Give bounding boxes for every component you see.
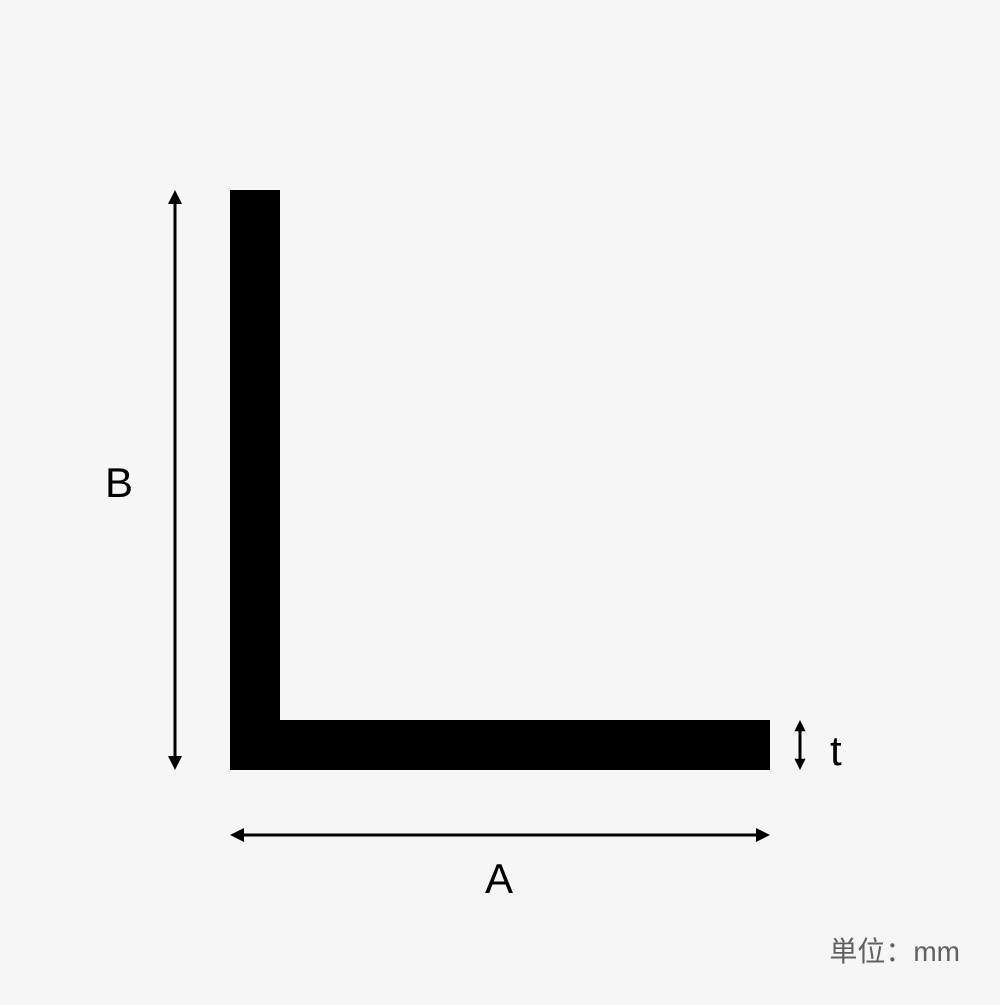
dimension-arrow-a — [230, 828, 770, 842]
label-b: B — [105, 459, 133, 507]
dimension-arrow-b — [168, 190, 182, 770]
diagram-svg — [0, 0, 1000, 1000]
label-t: t — [830, 727, 842, 775]
diagram-container: B A t 単位：mm — [0, 0, 1000, 1000]
label-a: A — [485, 855, 513, 903]
dimension-arrow-t — [794, 720, 805, 770]
l-profile-shape — [230, 190, 770, 770]
unit-label: 単位：mm — [829, 930, 960, 970]
